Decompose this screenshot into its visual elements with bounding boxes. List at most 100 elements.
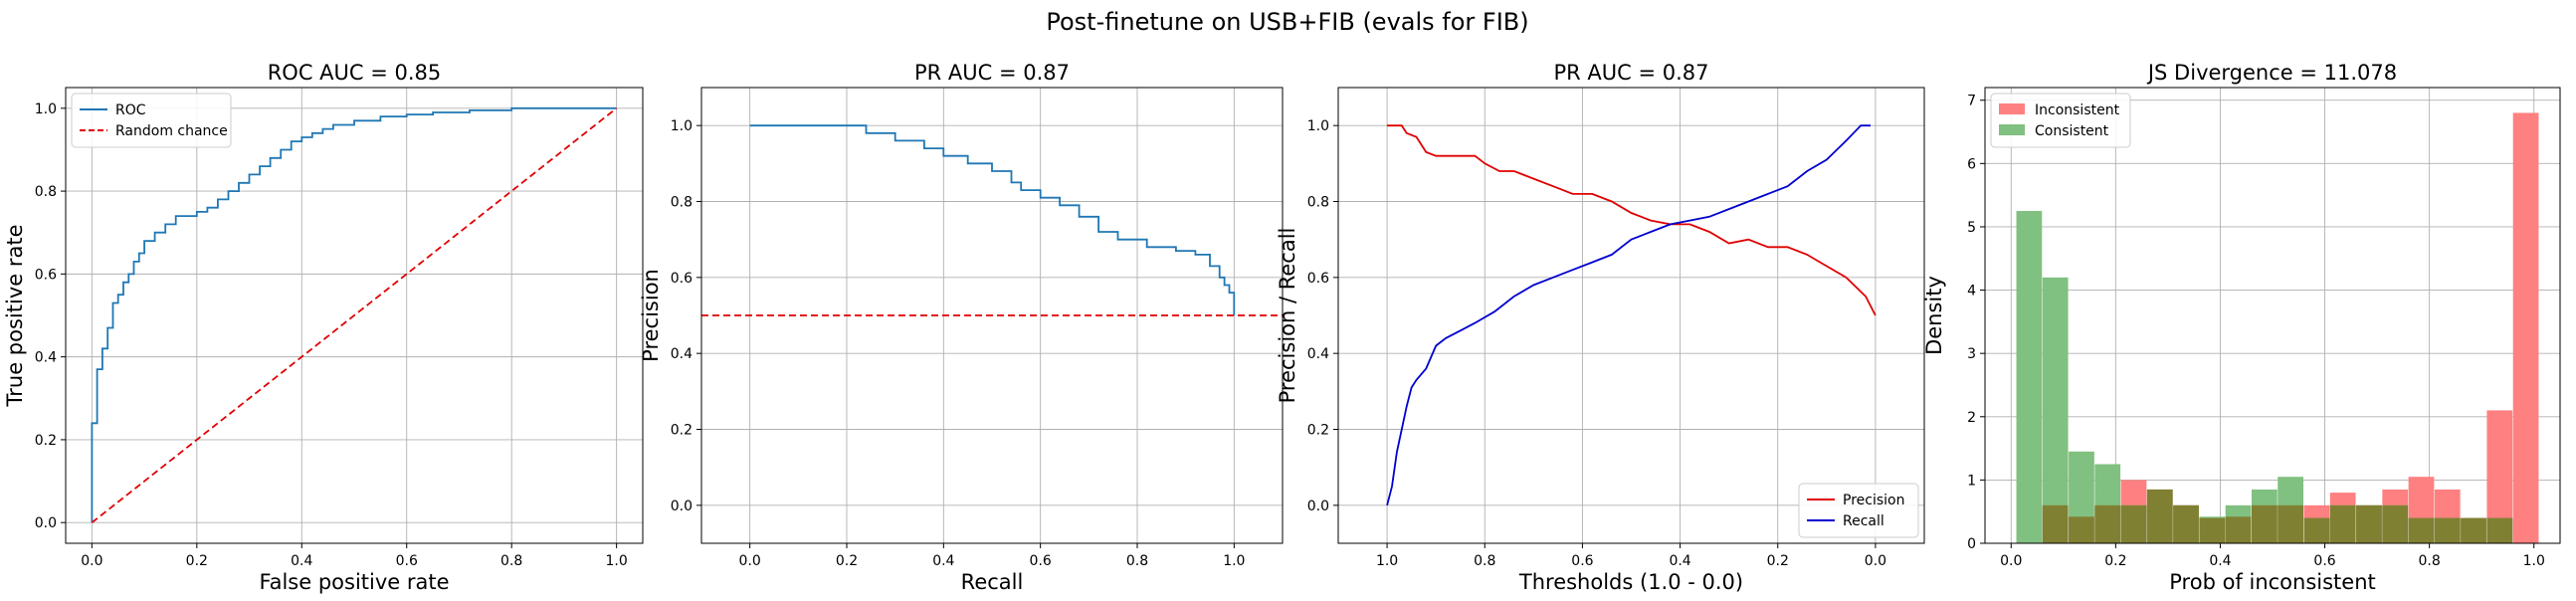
y-tick-label: 0.4	[35, 350, 57, 366]
x-tick-label: 0.4	[932, 553, 954, 569]
legend-label: Recall	[1843, 513, 1884, 529]
x-tick-label: 0.8	[2419, 553, 2441, 569]
x-axis-label: Thresholds (1.0 - 0.0)	[1518, 570, 1743, 594]
histogram-overlap	[2146, 489, 2173, 543]
y-tick-label: 2	[1967, 410, 1976, 426]
x-tick-label: 0.2	[1767, 553, 1789, 569]
histogram-overlap	[2461, 517, 2486, 543]
histogram-overlap	[2199, 517, 2226, 543]
y-tick-label: 0.8	[671, 195, 693, 211]
y-tick-label: 1.0	[671, 118, 693, 134]
y-tick-label: 0.0	[1307, 499, 1329, 514]
x-tick-label: 1.0	[606, 553, 628, 569]
y-tick-label: 0	[1967, 536, 1976, 552]
histogram-overlap	[2251, 504, 2278, 543]
y-tick-label: 0.4	[1307, 346, 1329, 362]
x-tick-label: 0.8	[1474, 553, 1495, 569]
y-tick-label: 0.4	[671, 346, 693, 362]
axes-frame	[1984, 87, 2561, 544]
y-axis-label: Precision / Recall	[1276, 228, 1299, 404]
x-tick-label: 0.0	[2000, 553, 2022, 569]
x-tick-label: 0.8	[500, 553, 522, 569]
histogram-overlap	[2069, 516, 2094, 543]
legend-label: Consistent	[2035, 123, 2109, 139]
histogram-overlap	[2120, 504, 2147, 543]
legend-swatch	[1999, 103, 2025, 114]
x-tick-label: 0.0	[1865, 553, 1886, 569]
y-tick-label: 0.0	[671, 499, 693, 514]
y-tick-label: 6	[1967, 156, 1976, 172]
x-tick-label: 0.4	[291, 553, 312, 569]
histogram-overlap	[2225, 516, 2252, 543]
y-tick-label: 7	[1967, 94, 1976, 109]
panel-4: 0.0 0.2 0.4 0.6 0.8 1.0 0 1 2 3 4 5 6 7 JS Divergence …	[1922, 61, 2561, 594]
histogram-overlap	[2094, 504, 2121, 543]
histogram-overlap	[2434, 517, 2461, 543]
histogram-overlap	[2278, 504, 2304, 543]
panel-title: ROC AUC = 0.85	[268, 61, 442, 85]
y-tick-label: 0.6	[35, 267, 57, 283]
x-axis-label: Prob of inconsistent	[2169, 570, 2376, 594]
x-tick-label: 0.6	[1030, 553, 1052, 569]
y-tick-label: 0.2	[35, 433, 57, 449]
legend-label: ROC	[115, 102, 146, 118]
y-tick-label: 1.0	[35, 101, 57, 117]
legend-box	[71, 93, 232, 148]
legend-label: Random chance	[115, 123, 228, 139]
x-tick-label: 0.2	[836, 553, 858, 569]
histogram-overlap	[2408, 517, 2435, 543]
x-tick-label: 0.0	[739, 553, 761, 569]
y-tick-label: 0.6	[671, 271, 693, 287]
x-tick-label: 1.0	[2523, 553, 2545, 569]
y-axis-label: Precision	[639, 269, 663, 362]
histogram-overlap	[2303, 517, 2330, 543]
x-tick-label: 0.6	[1571, 553, 1593, 569]
legend-swatch	[1999, 124, 2025, 135]
series-line-1	[1387, 124, 1877, 316]
panel-title: PR AUC = 0.87	[914, 61, 1070, 85]
y-tick-label: 0.6	[1307, 271, 1329, 287]
y-tick-label: 4	[1967, 284, 1976, 300]
histogram-overlap	[2042, 504, 2069, 543]
y-tick-label: 1	[1967, 473, 1976, 489]
x-axis-label: Recall	[961, 570, 1024, 594]
histogram-overlap	[2173, 504, 2199, 543]
y-tick-label: 0.2	[1307, 423, 1329, 439]
axes-frame	[65, 87, 644, 544]
panel-title: JS Divergence = 11.078	[2146, 61, 2397, 85]
histogram-overlap	[2486, 517, 2513, 543]
figure-title: Post-finetune on USB+FIB (evals for FIB)	[1046, 8, 1528, 36]
y-tick-label: 1.0	[1307, 118, 1329, 134]
y-tick-label: 3	[1967, 346, 1976, 362]
histogram-bar-consistent	[2042, 277, 2069, 543]
series-line-2	[1386, 124, 1871, 506]
histogram-bar-consistent	[2016, 211, 2043, 543]
series-line-1	[749, 124, 1236, 315]
series-line-2	[91, 107, 618, 523]
series-line-1	[91, 106, 617, 523]
panel-2: 0.0 0.2 0.4 0.6 0.8 1.0 0.0 0.2 0.4 0.6 0.8 1.0 PR A…	[639, 61, 1284, 594]
x-tick-label: 0.6	[396, 553, 418, 569]
axes-frame	[700, 87, 1284, 544]
legend-box	[1798, 483, 1919, 538]
axes-frame	[1337, 87, 1925, 544]
histogram-overlap	[2382, 504, 2409, 543]
x-tick-label: 0.8	[1126, 553, 1148, 569]
panel-title: PR AUC = 0.87	[1553, 61, 1708, 85]
x-tick-label: 1.0	[1376, 553, 1398, 569]
y-tick-label: 0.2	[671, 423, 693, 439]
histogram-bar-inconsistent	[2512, 112, 2539, 543]
y-axis-label: Density	[1922, 276, 1946, 355]
x-tick-label: 0.2	[186, 553, 208, 569]
legend-label: Precision	[1843, 493, 1904, 508]
x-tick-label: 0.0	[81, 553, 102, 569]
y-tick-label: 0.0	[35, 515, 57, 531]
x-tick-label: 1.0	[1223, 553, 1245, 569]
y-tick-label: 0.8	[1307, 195, 1329, 211]
x-axis-label: False positive rate	[259, 570, 449, 594]
panel-3: 1.0 0.8 0.6 0.4 0.2 0.0 0.0 0.2 0.4 0.6 0.8 1.0 PR A…	[1276, 61, 1925, 594]
y-axis-label: True positive rate	[3, 225, 27, 408]
y-tick-label: 5	[1967, 220, 1976, 236]
x-tick-label: 0.2	[2104, 553, 2126, 569]
